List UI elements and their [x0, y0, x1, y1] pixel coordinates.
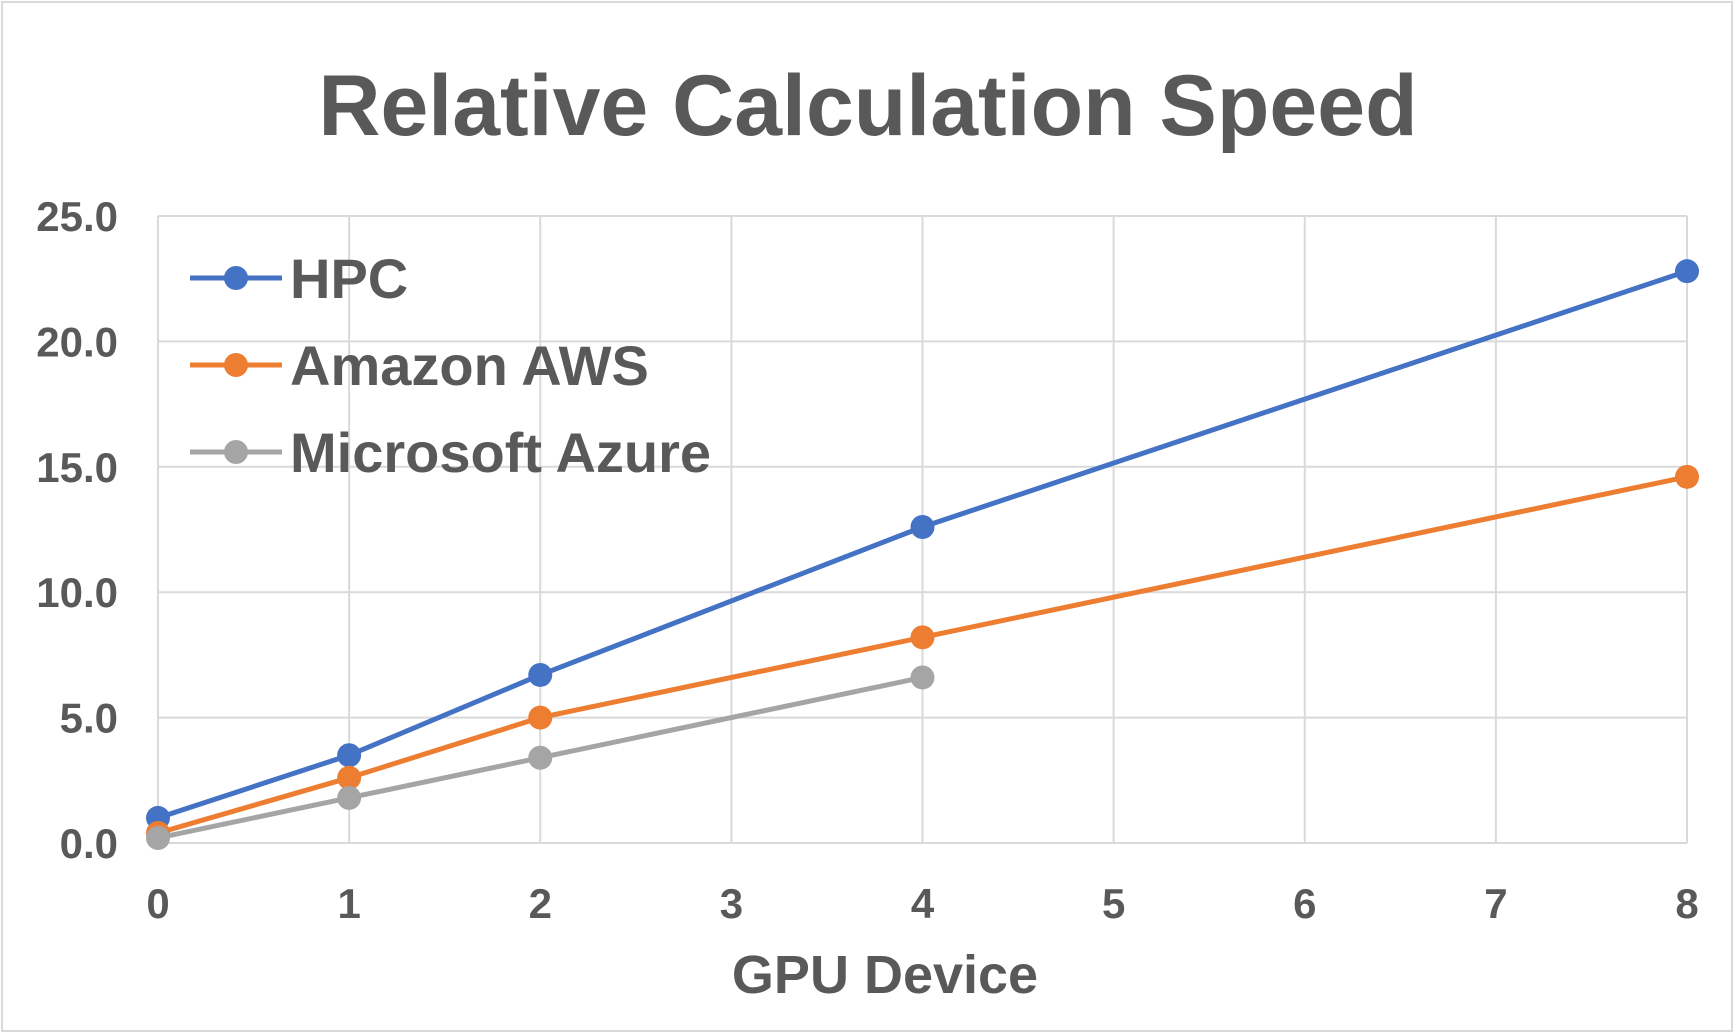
data-point [337, 765, 362, 790]
legend-label: Amazon AWS [290, 334, 649, 397]
x-axis-ticks: 0 1 2 3 4 5 6 7 8 [146, 880, 1698, 927]
x-tick-label: 6 [1293, 880, 1316, 927]
x-tick-label: 1 [337, 880, 360, 927]
series-microsoft-azure [146, 665, 935, 850]
data-point [528, 705, 553, 730]
data-point [910, 625, 935, 650]
legend-swatch-marker [224, 266, 248, 290]
y-tick-label: 10.0 [36, 569, 118, 616]
x-tick-label: 7 [1484, 880, 1507, 927]
data-point [337, 743, 362, 768]
series-amazon-aws [146, 464, 1699, 845]
x-tick-label: 2 [529, 880, 552, 927]
legend-swatch-marker [224, 440, 248, 464]
y-tick-label: 0.0 [60, 820, 118, 867]
x-tick-label: 8 [1675, 880, 1698, 927]
legend-swatch-marker [224, 353, 248, 377]
legend-label: Microsoft Azure [290, 421, 711, 484]
x-tick-label: 4 [911, 880, 935, 927]
x-tick-label: 3 [720, 880, 743, 927]
data-point [528, 745, 553, 770]
x-tick-label: 5 [1102, 880, 1125, 927]
x-tick-label: 0 [146, 880, 169, 927]
data-point [1675, 259, 1699, 284]
gridlines [157, 215, 1688, 844]
data-point [910, 665, 935, 690]
data-point [146, 825, 170, 850]
y-tick-label: 20.0 [36, 318, 118, 365]
y-tick-label: 5.0 [60, 695, 118, 742]
data-point [910, 514, 935, 539]
y-tick-label: 15.0 [36, 444, 118, 491]
x-axis-title: GPU Device [732, 945, 1038, 1005]
legend-label: HPC [290, 247, 408, 310]
data-point [1675, 464, 1699, 489]
series-line [157, 675, 924, 841]
data-point [337, 785, 362, 810]
legend: HPC Amazon AWS Microsoft Azure [190, 247, 711, 484]
y-axis-ticks: 0.0 5.0 10.0 15.0 20.0 25.0 [36, 193, 118, 867]
y-tick-label: 25.0 [36, 193, 118, 240]
chart-title: Relative Calculation Speed [318, 58, 1417, 154]
data-point [528, 662, 553, 687]
series-group [146, 259, 1699, 850]
